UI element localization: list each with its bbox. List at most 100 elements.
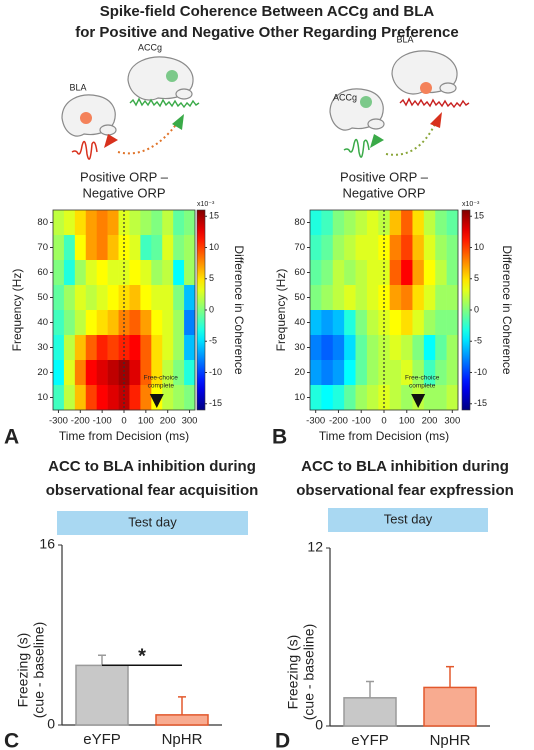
heatmap-cell xyxy=(389,260,402,286)
heatmap-cell xyxy=(321,385,334,411)
heatmap-cell xyxy=(107,385,119,411)
y-tick-label: 80 xyxy=(294,217,305,228)
x-tick-label: eYFP xyxy=(351,732,389,749)
heatmap-cell xyxy=(401,385,413,411)
heatmap-cell xyxy=(412,235,425,261)
heatmap-cell xyxy=(107,210,119,236)
heatmap-cell xyxy=(53,360,65,386)
heatmap-cell xyxy=(173,310,185,336)
heatmap-cell xyxy=(118,285,130,311)
colorbar xyxy=(196,209,206,411)
y-tick-label: 10 xyxy=(37,392,48,403)
panel-letter: C xyxy=(4,730,19,750)
x-tick-label: 0 xyxy=(381,416,386,427)
heatmap-cell xyxy=(53,235,65,261)
heatmap-cell xyxy=(74,235,87,261)
heatmap-cell xyxy=(366,385,379,411)
heatmap-cell xyxy=(401,360,413,386)
heatmap-cell xyxy=(355,360,368,386)
heatmap-cell xyxy=(74,210,87,236)
heatmap-cell xyxy=(63,285,76,311)
heatmap-cell xyxy=(173,285,185,311)
heatmap-cell xyxy=(446,260,459,286)
heatmap-cell xyxy=(63,385,76,411)
heatmap-cell xyxy=(85,385,97,411)
annotation: Free-choice xyxy=(144,375,179,382)
y-tick-label: 60 xyxy=(294,267,305,278)
heatmap-cell xyxy=(184,260,196,286)
heatmap-cell xyxy=(355,210,368,236)
heatmap-cell xyxy=(184,235,196,261)
heatmap-cell xyxy=(96,310,108,336)
colorbar-tick-label: 0 xyxy=(209,304,214,314)
colorbar xyxy=(461,209,471,411)
bar xyxy=(155,714,209,726)
heatmap-cell xyxy=(332,310,345,336)
heatmap-cell xyxy=(118,260,130,286)
heatmap-cell xyxy=(389,360,402,386)
heatmap-cell xyxy=(321,260,334,286)
heatmap-cell xyxy=(355,310,368,336)
heatmap-cell xyxy=(140,335,152,361)
diagram xyxy=(329,50,470,158)
heatmap-cell xyxy=(378,385,390,411)
annotation: complete xyxy=(148,383,175,390)
heatmap-cell xyxy=(63,260,76,286)
heatmap-cell xyxy=(74,385,87,411)
heatmap-cell xyxy=(53,335,65,361)
heatmap-cell xyxy=(389,335,402,361)
heatmap-cell xyxy=(446,210,459,236)
heatmap-cell xyxy=(401,335,413,361)
x-tick-label: -200 xyxy=(71,416,90,427)
annotation: Free-choice xyxy=(405,375,440,382)
heatmap-cell xyxy=(184,360,196,386)
heatmap-cell xyxy=(129,360,141,386)
colorbar-tick-label: -10 xyxy=(209,367,222,377)
heatmap-cell xyxy=(129,235,141,261)
colorbar-tick-label: 0 xyxy=(474,304,479,314)
heatmap-cell xyxy=(332,285,345,311)
heatmap-cell xyxy=(74,360,87,386)
heatmap-cell xyxy=(446,360,459,386)
heatmap-cell xyxy=(63,360,76,386)
y-tick-label: 16 xyxy=(39,536,55,552)
x-tick-label: -300 xyxy=(306,416,325,427)
heatmap-cell xyxy=(53,310,65,336)
heatmap-cell xyxy=(74,285,87,311)
heatmap-cell xyxy=(184,335,196,361)
heatmap-cell xyxy=(401,210,413,236)
heatmap-cell xyxy=(107,235,119,261)
heatmap-cell xyxy=(162,285,174,311)
heatmap-cell xyxy=(85,360,97,386)
heatmap-cell xyxy=(378,360,390,386)
panel-title: ACC to BLA inhibition during xyxy=(301,458,509,475)
event-marker xyxy=(149,394,164,408)
heatmap-cell xyxy=(63,335,76,361)
y-tick-label: 40 xyxy=(294,317,305,328)
heatmap-cell xyxy=(96,210,108,236)
panel-letter: D xyxy=(275,730,290,750)
heatmap-cell xyxy=(129,385,141,411)
x-tick-label: eYFP xyxy=(83,731,121,748)
heatmap-cell xyxy=(107,260,119,286)
heatmap-cell xyxy=(162,260,174,286)
heatmap-cell xyxy=(423,210,436,236)
bar xyxy=(343,697,397,727)
heatmap-cell xyxy=(355,335,368,361)
heatmap-cell xyxy=(129,310,141,336)
event-marker xyxy=(411,394,426,408)
heatmap-cell xyxy=(321,360,334,386)
colorbar-tick-label: -10 xyxy=(474,367,487,377)
heatmap-cell xyxy=(378,285,390,311)
colorbar-scale: x10⁻³ xyxy=(462,201,480,208)
heatmap-cell xyxy=(151,360,163,386)
panel-title: Negative ORP xyxy=(82,185,165,200)
panel-letter: B xyxy=(272,426,287,449)
heatmap-cell xyxy=(332,385,345,411)
heatmap-cell xyxy=(151,310,163,336)
heatmap-cell xyxy=(401,310,413,336)
heatmap-cell xyxy=(310,360,322,386)
heatmap-cell xyxy=(63,210,76,236)
heatmap-cell xyxy=(332,235,345,261)
y-tick-label: 60 xyxy=(37,267,48,278)
